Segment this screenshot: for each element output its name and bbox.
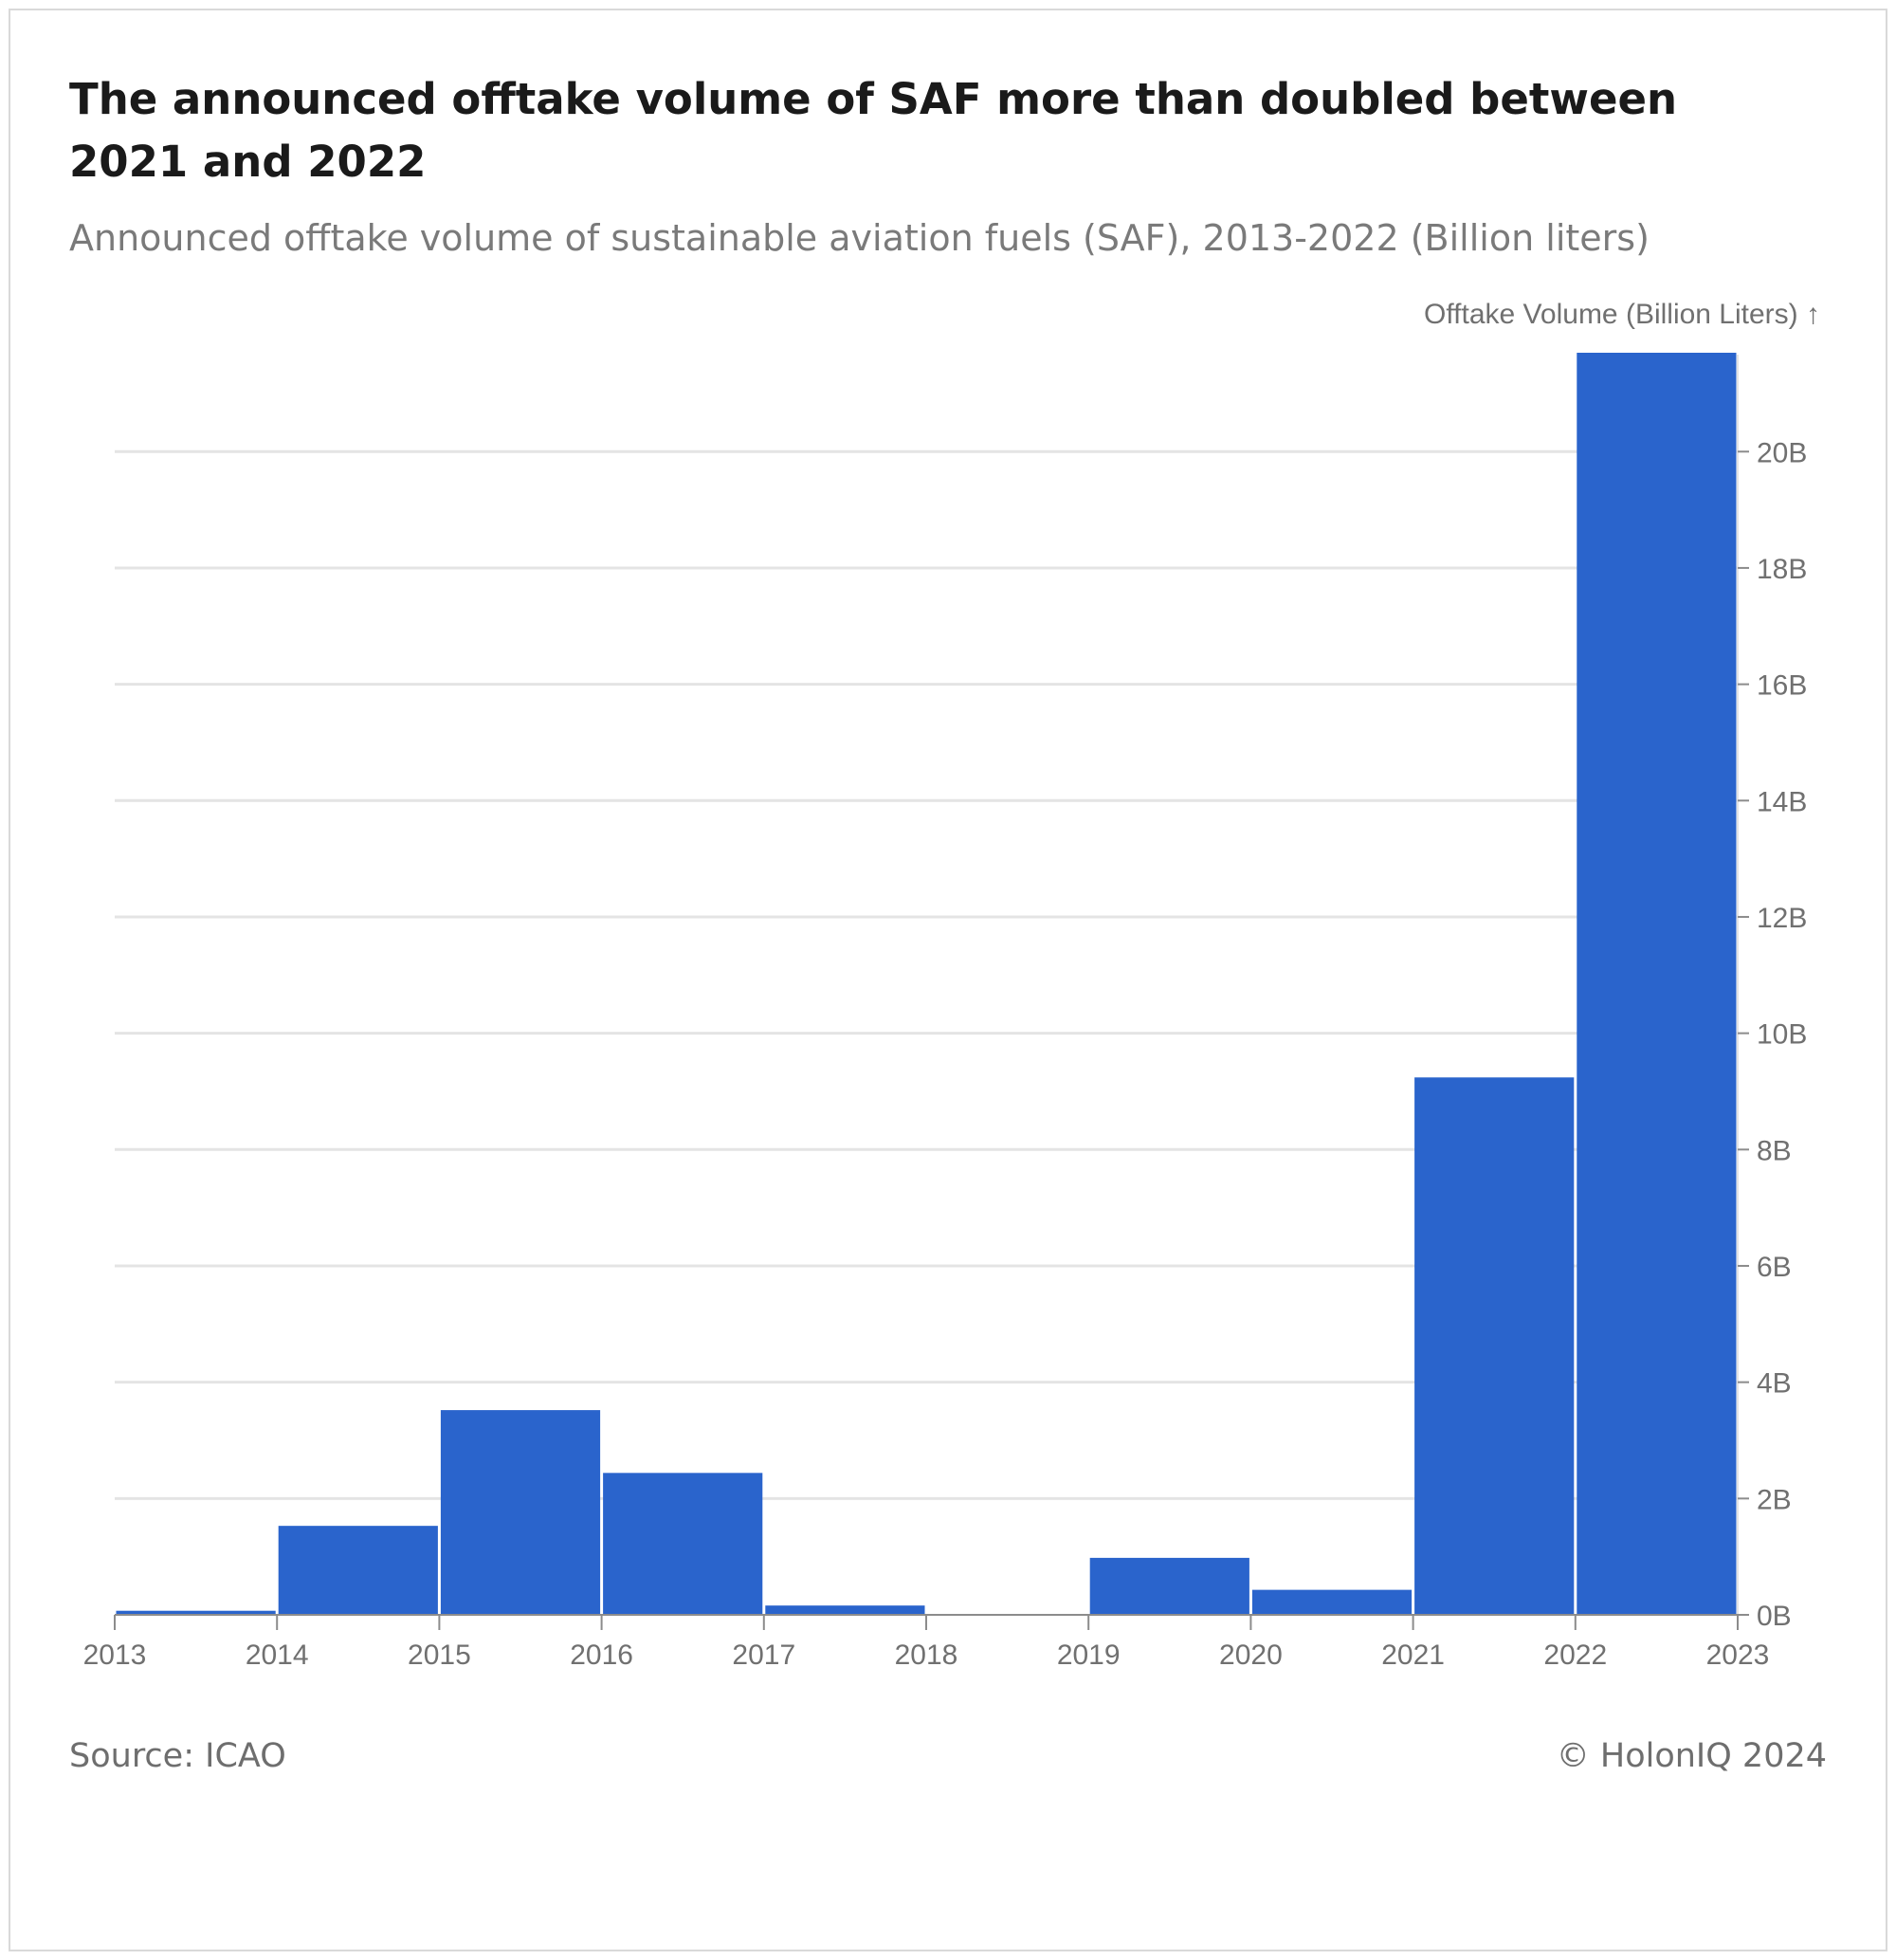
y-tick-label: 4B — [1757, 1368, 1792, 1400]
y-axis-label: Offtake Volume (Billion Liters) ↑ — [1424, 299, 1820, 330]
y-tick-label: 18B — [1757, 554, 1807, 585]
x-tick-label: 2017 — [732, 1639, 795, 1671]
y-tick-label: 0B — [1757, 1601, 1792, 1632]
bar-2015 — [440, 1410, 601, 1615]
bar-2016 — [603, 1473, 763, 1615]
x-tick-label: 2018 — [895, 1639, 958, 1671]
source-note: Source: ICAO — [69, 1737, 286, 1775]
chart-title: The announced offtake volume of SAF more… — [69, 74, 1678, 187]
bar-2021 — [1414, 1077, 1575, 1615]
x-tick-label: 2015 — [408, 1639, 471, 1671]
bar-2019 — [1089, 1557, 1249, 1615]
bar-2020 — [1251, 1589, 1413, 1615]
y-tick-label: 14B — [1757, 786, 1807, 817]
x-tick-label: 2021 — [1381, 1639, 1445, 1671]
chart-card — [9, 9, 1887, 1951]
y-tick-label: 6B — [1757, 1252, 1792, 1283]
x-tick-label: 2020 — [1219, 1639, 1283, 1671]
x-tick-label: 2013 — [83, 1639, 147, 1671]
y-tick-label: 10B — [1757, 1019, 1807, 1051]
bar-2013 — [116, 1610, 276, 1615]
chart-subtitle: Announced offtake volume of sustainable … — [69, 217, 1650, 259]
y-tick-label: 12B — [1757, 903, 1807, 934]
x-tick-label: 2023 — [1706, 1639, 1770, 1671]
copyright-note: © HolonIQ 2024 — [1556, 1737, 1827, 1775]
y-tick-label: 8B — [1757, 1135, 1792, 1166]
y-tick-label: 20B — [1757, 437, 1807, 468]
x-tick-label: 2019 — [1057, 1639, 1121, 1671]
y-tick-label: 16B — [1757, 670, 1807, 702]
x-tick-label: 2014 — [246, 1639, 309, 1671]
x-tick-label: 2022 — [1543, 1639, 1607, 1671]
y-tick-label: 2B — [1757, 1484, 1792, 1515]
bar-2014 — [278, 1526, 438, 1615]
bar-2022 — [1577, 353, 1737, 1615]
bar-2017 — [765, 1605, 925, 1615]
x-tick-label: 2016 — [570, 1639, 633, 1671]
